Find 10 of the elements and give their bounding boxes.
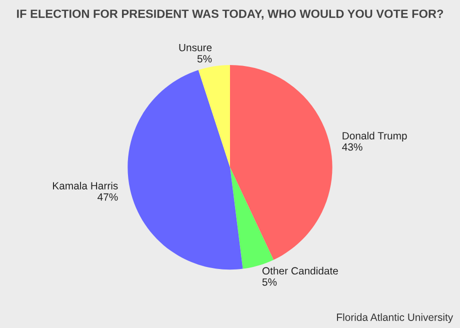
slice-label: Unsure	[179, 44, 212, 52]
slice-label: Other Candidate	[262, 266, 338, 275]
slice-label: Kamala Harris	[53, 182, 118, 190]
data-label: 5%	[197, 55, 212, 62]
data-label: 5%	[262, 278, 277, 286]
text: Florida Atlantic University	[337, 313, 454, 324]
data-label: 43%	[342, 143, 362, 151]
chart-title: IF ELECTION FOR PRESIDENT WAS TODAY, WHO WOULD YOU VOTE FOR?	[17, 10, 444, 20]
slice-label: Donald Trump	[342, 132, 407, 142]
data-label: 47%	[98, 193, 118, 201]
